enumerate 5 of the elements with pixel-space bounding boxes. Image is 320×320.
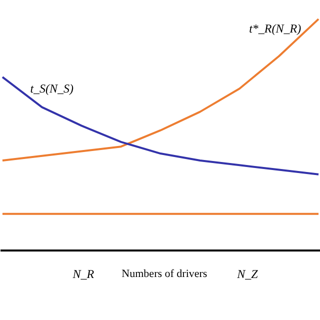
text: N_Z: [236, 267, 258, 282]
annotation: t*_R(N_R): [249, 21, 302, 36]
text: N_R: [72, 267, 95, 282]
annotation: t_S(N_S): [30, 82, 74, 96]
x-axis-title: Numbers of drivers: [122, 268, 208, 280]
